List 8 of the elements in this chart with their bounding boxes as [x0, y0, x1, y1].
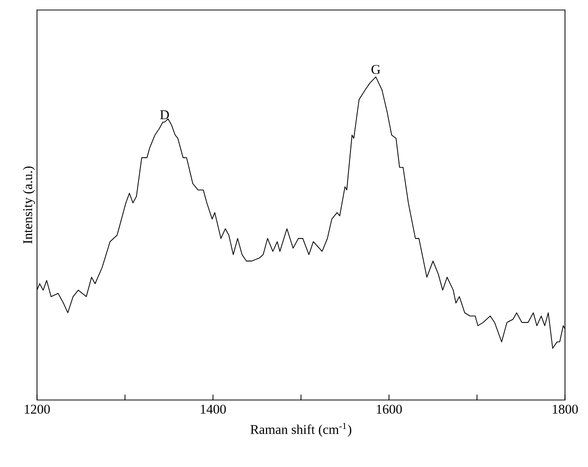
x-axis-title: Raman shift (cm$^{-1}$) — [250, 422, 352, 437]
x-tick-label: 1200 — [24, 404, 50, 414]
annotation: G — [372, 64, 380, 74]
annotation: D — [160, 110, 169, 120]
x-tick-label: 1400 — [200, 404, 226, 414]
x-tick-label: 1600 — [376, 404, 402, 414]
x-tick-label: 1800 — [552, 404, 578, 414]
y-axis-title: Intensity (a.u.) — [22, 166, 35, 244]
